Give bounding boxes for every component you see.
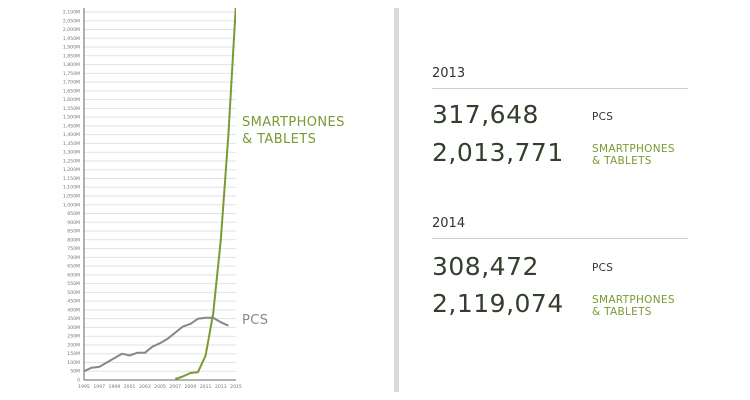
y-tick-label: 1,100M [63,185,80,191]
y-tick-label: 400M [67,307,80,313]
y-tick-label: 800M [67,237,80,243]
y-tick-label: 1,800M [63,62,80,68]
x-tick-label: 1995 [78,384,90,390]
y-tick-label: 500M [67,290,80,296]
y-tick-label: 2,000M [63,27,80,33]
y-tick-label: 1,000M [63,202,80,208]
y-tick-label: 600M [67,272,80,278]
stat-value-2013-smartphones: 2,013,771 [432,138,564,167]
y-tick-label: 1,350M [63,141,80,147]
x-tick-label: 2005 [154,384,166,390]
y-tick-label: 150M [67,351,80,357]
series-label-pcs: PCS [242,313,269,328]
x-tick-label: 2001 [124,384,136,390]
y-tick-label: 1,500M [63,115,80,121]
stat-label-2014-pcs: PCS [592,262,614,274]
stat-label-2013-smartphones: SMARTPHONES & TABLETS [592,143,675,167]
y-tick-label: 850M [67,229,80,235]
y-tick-label: 50M [70,369,80,375]
y-tick-label: 1,200M [63,167,80,173]
y-tick-label: 300M [67,325,80,331]
y-tick-label: 2,100M [63,10,80,16]
x-tick-label: 2003 [139,384,151,390]
x-tick-label: 2007 [169,384,181,390]
x-tick-label: 2013 [215,384,227,390]
y-tick-label: 1,250M [63,158,80,164]
x-tick-label: 1997 [93,384,105,390]
y-tick-label: 1,450M [63,123,80,129]
divider [394,8,399,392]
x-tick-label: 2009 [185,384,197,390]
x-tick-label: 2011 [200,384,212,390]
chart-canvas: 0 50M 100M 150M 200M 250M 300M 350M 400M 450M 500M… [63,8,242,390]
y-tick-label: 1,750M [63,71,80,77]
y-tick-label: 450M [67,299,80,305]
y-tick-label: 750M [67,246,80,252]
year-label-2014: 2014 [432,216,466,231]
x-tick-label: 2015 [230,384,242,390]
x-tick-label: 1999 [109,384,121,390]
line-chart: 0 50M 100M 150M 200M 250M 300M 350M 400M 450M 500M… [63,8,345,390]
y-tick-label: 900M [67,220,80,226]
y-tick-label: 950M [67,211,80,217]
y-tick-label: 550M [67,281,80,287]
y-tick-label: 1,300M [63,150,80,156]
stat-value-2013-pcs: 317,648 [432,100,539,129]
y-tick-label: 100M [67,360,80,366]
y-tick-label: 2,050M [63,18,80,24]
y-tick-label: 250M [67,334,80,340]
year-label-2013: 2013 [432,66,466,81]
y-tick-label: 1,900M [63,45,80,51]
y-tick-label: 1,150M [63,176,80,182]
y-tick-label: 650M [67,264,80,270]
y-tick-label: 1,050M [63,194,80,200]
stat-label-2014-smartphones: SMARTPHONES & TABLETS [592,294,675,318]
y-tick-label: 1,550M [63,106,80,112]
y-tick-label: 1,600M [63,97,80,103]
y-tick-label: 1,400M [63,132,80,138]
series-label-smartphones: SMARTPHONES & TABLETS [242,115,345,147]
y-tick-label: 1,700M [63,80,80,86]
y-tick-label: 1,650M [63,88,80,94]
year-rule [432,88,688,89]
y-tick-label: 200M [67,342,80,348]
y-tick-label: 0 [77,378,80,384]
stat-value-2014-pcs: 308,472 [432,252,539,281]
stat-value-2014-smartphones: 2,119,074 [432,289,564,318]
y-tick-label: 1,950M [63,36,80,42]
year-rule [432,238,688,239]
y-tick-label: 700M [67,255,80,261]
series-line-pcs [84,316,229,373]
y-tick-label: 1,850M [63,53,80,59]
stat-label-2013-pcs: PCS [592,111,614,123]
series-line-smartphones [174,8,236,380]
y-tick-label: 350M [67,316,80,322]
